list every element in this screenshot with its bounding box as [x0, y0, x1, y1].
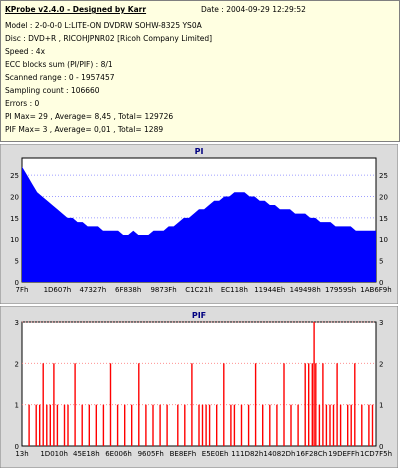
pif-xtick: 13h: [15, 450, 28, 458]
pi-ytick-left: 15: [10, 215, 19, 223]
pif-title: PIF: [192, 311, 206, 320]
pi-xtick: C1C21h: [185, 286, 213, 294]
pi-xtick: 9873Fh: [150, 286, 176, 294]
pif-xtick: 45E18h: [73, 450, 100, 458]
info-speed: Speed : 4x: [5, 47, 46, 56]
pif-ytick-left: 1: [15, 402, 19, 410]
pif-xtick: 6E006h: [105, 450, 132, 458]
pi-xtick: 47327h: [79, 286, 106, 294]
pi-ytick-right: 15: [379, 215, 388, 223]
pif-xtick: 9605Fh: [138, 450, 164, 458]
pif-xtick: 1CD7F5h: [360, 450, 392, 458]
pi-ytick-left: 10: [10, 236, 19, 244]
pif-ytick-right: 3: [379, 319, 383, 327]
pif-ytick-left: 2: [15, 360, 19, 368]
info-scanned-range: Scanned range : 0 - 1957457: [5, 73, 115, 82]
pif-chart: PIF 0 0 1 1 2 2 3 3 13h 1D010h 45E18h 6E006h 9605Fh BE…: [0, 305, 399, 469]
pi-ytick-left: 25: [10, 172, 19, 180]
app-title: KProbe v2.4.0 - Designed by Karr: [5, 5, 147, 14]
pi-xtick: 1AB6F9h: [360, 286, 391, 294]
info-pi-stats: PI Max= 29 , Average= 8,45 , Total= 1297…: [5, 112, 174, 121]
pi-xtick: 149498h: [290, 286, 321, 294]
pi-xtick: 17959Sh: [325, 286, 356, 294]
pi-chart-panel: PI 0 0 5 5 10 10 15 15 20 20 25 25 7Fh 1D607h 47327h 6F8…: [0, 143, 399, 305]
pi-ytick-right: 25: [379, 172, 388, 180]
info-sampling-count: Sampling count : 106660: [5, 86, 100, 95]
pif-xtick: 19DEFFh: [328, 450, 359, 458]
pi-ytick-left: 20: [10, 193, 19, 201]
pi-ytick-right: 10: [379, 236, 388, 244]
pif-ytick-left: 3: [15, 319, 19, 327]
info-ecc-blocks: ECC blocks sum (PI/PIF) : 8/1: [5, 60, 113, 69]
pi-xtick: EC118h: [221, 286, 248, 294]
pi-chart: PI 0 0 5 5 10 10 15 15 20 20 25 25 7Fh 1D607h 47327h 6F8…: [0, 143, 399, 305]
pi-xtick: 1D607h: [44, 286, 72, 294]
info-model: Model : 2-0-0-0 L:LITE-ON DVDRW SOHW-832…: [5, 21, 202, 30]
info-pif-stats: PIF Max= 3 , Average= 0,01 , Total= 1289: [5, 125, 164, 134]
info-disc: Disc : DVD+R , RICOHJPNR02 [Ricoh Compan…: [5, 34, 213, 43]
pif-xtick: BE8EFh: [170, 450, 197, 458]
pif-xtick: 14082Dh: [263, 450, 295, 458]
pif-ytick-left: 0: [15, 443, 19, 451]
pi-ytick-right: 20: [379, 193, 388, 201]
pi-ytick-right: 0: [379, 279, 383, 287]
pif-ytick-right: 1: [379, 402, 383, 410]
pif-ytick-right: 2: [379, 360, 383, 368]
pi-xtick: 6F838h: [115, 286, 141, 294]
pif-chart-panel: PIF 0 0 1 1 2 2 3 3 13h 1D010h 45E18h 6E006h 9605Fh BE…: [0, 305, 399, 469]
pi-xtick: 11944Eh: [254, 286, 285, 294]
pi-ytick-left: 5: [15, 258, 19, 266]
pif-xtick: 16F28Ch: [296, 450, 327, 458]
pi-ytick-right: 5: [379, 258, 383, 266]
pi-xtick: 7Fh: [16, 286, 29, 294]
info-panel: KProbe v2.4.0 - Designed by Karr Date : …: [0, 0, 400, 142]
info-errors: Errors : 0: [5, 99, 40, 108]
pi-series-area: [22, 166, 376, 282]
scan-date: Date : 2004-09-29 12:29:52: [201, 5, 306, 14]
pif-xtick: E5E0Eh: [202, 450, 229, 458]
pif-ytick-right: 0: [379, 443, 383, 451]
pi-ytick-left: 0: [15, 279, 19, 287]
pif-xtick: 111D82h: [231, 450, 263, 458]
pi-title: PI: [195, 147, 204, 156]
pif-xtick: 1D010h: [40, 450, 68, 458]
